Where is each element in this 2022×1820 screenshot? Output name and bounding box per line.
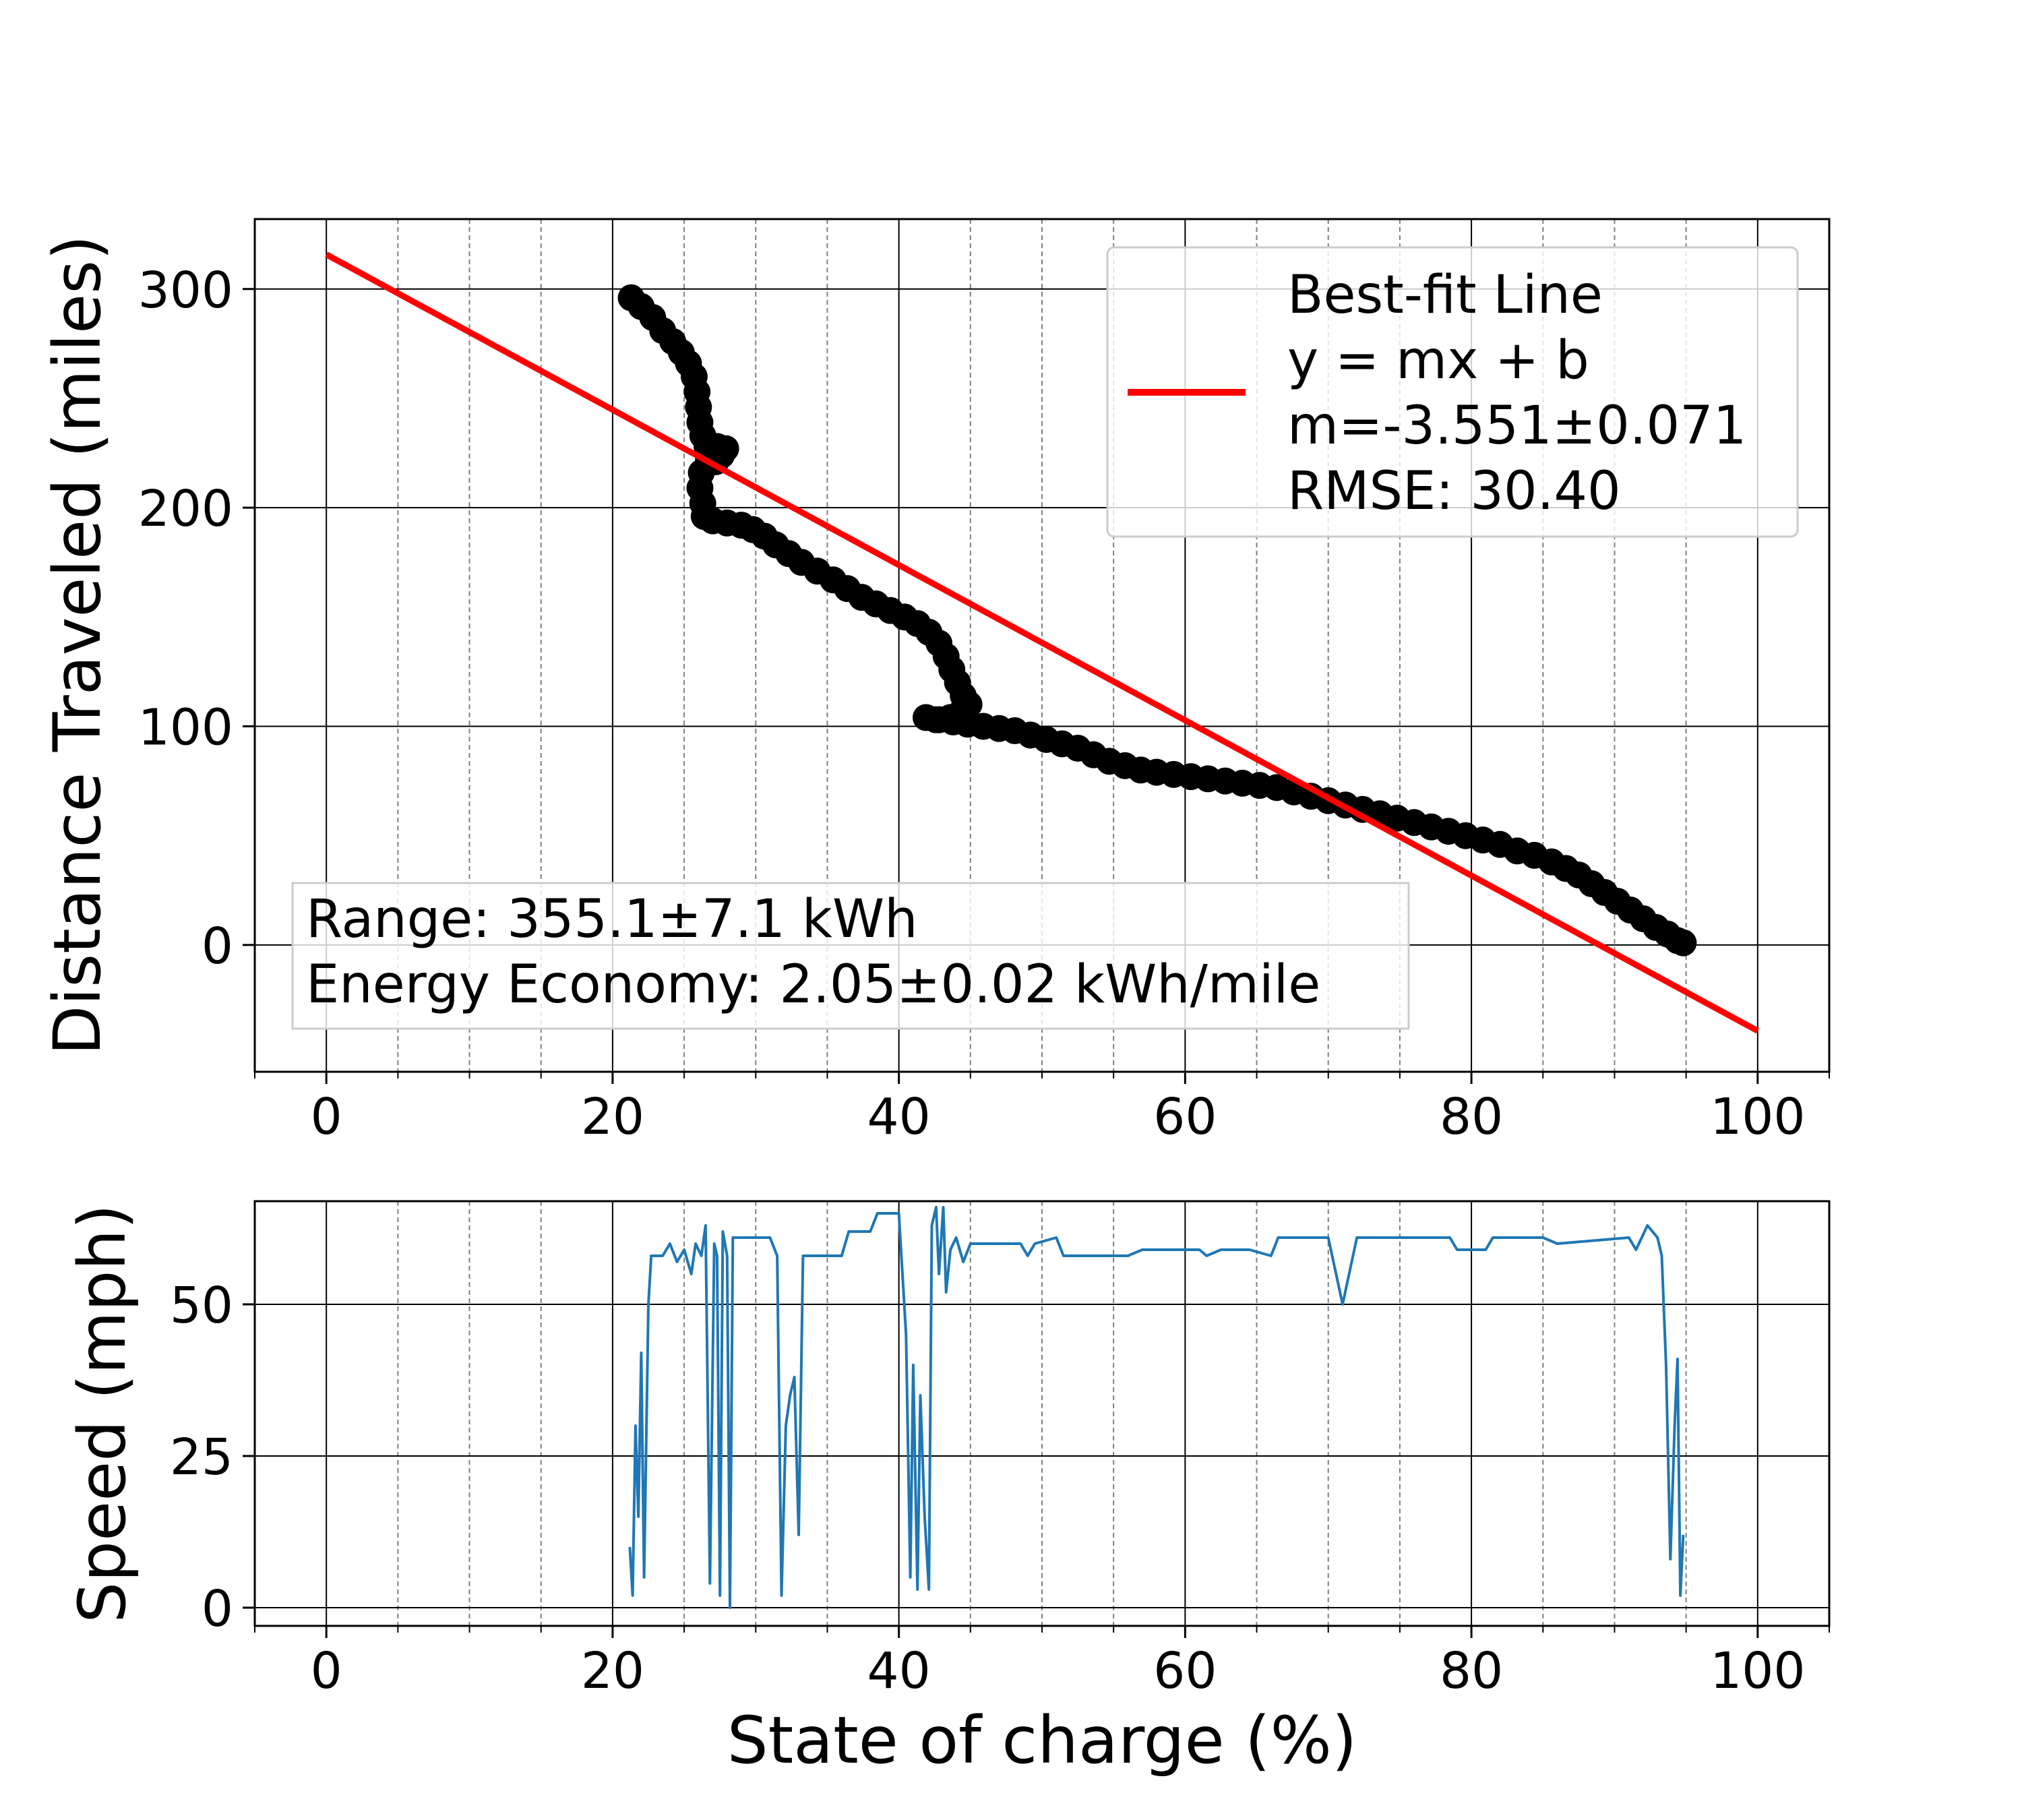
speed-y-tick-label: 50 xyxy=(170,1277,233,1335)
best-fit-line xyxy=(325,251,1759,1034)
distance-x-tick-label: 40 xyxy=(867,1088,931,1146)
speed-marks xyxy=(628,1206,1685,1609)
range-text: Range: 355.1±7.1 kWh xyxy=(306,889,918,950)
speed-panel: 0 20 40 60 80 100 0 25 50 Speed (mph) State of c… xyxy=(65,1200,1831,1778)
speed-x-tick-label: 20 xyxy=(581,1642,644,1700)
speed-x-tick-label: 80 xyxy=(1440,1642,1503,1700)
distance-y-tick-label: 300 xyxy=(138,262,233,320)
legend-box xyxy=(1106,246,1799,538)
legend-line-4: RMSE: 30.40 xyxy=(1287,461,1621,522)
distance-y-tick-label: 0 xyxy=(202,917,233,975)
distance-x-tick-label: 0 xyxy=(311,1088,342,1146)
summary-annotation: Range: 355.1±7.1 kWh Energy Economy: 2.0… xyxy=(291,882,1410,1030)
distance-marks xyxy=(325,251,1759,1034)
speed-x-tick-label: 60 xyxy=(1153,1642,1217,1700)
speed-x-tick-label: 0 xyxy=(311,1642,342,1700)
speed-y-axis-title: Speed (mph) xyxy=(65,1204,140,1623)
legend: Best-fit Line y = mx + b m=-3.551±0.071 … xyxy=(1106,246,1799,538)
distance-x-tick-label: 60 xyxy=(1153,1088,1217,1146)
speed-y-tick-label: 0 xyxy=(202,1580,233,1638)
speed-y-tick-label: 25 xyxy=(170,1428,233,1486)
distance-ticks: 0 20 40 60 80 100 0 100 200 300 xyxy=(138,262,1830,1146)
distance-y-tick-label: 100 xyxy=(138,699,233,757)
distance-x-tick-label: 100 xyxy=(1710,1088,1805,1146)
distance-x-tick-label: 20 xyxy=(581,1088,644,1146)
legend-line-1: Best-fit Line xyxy=(1287,265,1603,326)
distance-y-axis-title: Distance Traveled (miles) xyxy=(40,235,115,1055)
x-axis-title: State of charge (%) xyxy=(727,1703,1357,1778)
distance-panel: 0 20 40 60 80 100 0 100 200 300 Best-fit Line y =… xyxy=(40,218,1831,1146)
distance-x-tick-label: 80 xyxy=(1440,1088,1503,1146)
legend-line-2: y = mx + b xyxy=(1287,330,1589,391)
speed-series-line xyxy=(628,1206,1685,1609)
distance-y-tick-label: 200 xyxy=(138,480,233,538)
legend-line-3: m=-3.551±0.071 xyxy=(1287,396,1746,456)
speed-grid xyxy=(254,1201,1830,1626)
distance-data-point xyxy=(1669,929,1697,957)
speed-x-tick-label: 40 xyxy=(867,1642,931,1700)
summary-box xyxy=(291,882,1410,1030)
energy-economy-text: Energy Economy: 2.05±0.02 kWh/mile xyxy=(306,954,1320,1015)
speed-x-tick-label: 100 xyxy=(1710,1642,1805,1700)
speed-ticks: 0 20 40 60 80 100 0 25 50 xyxy=(170,1277,1830,1700)
